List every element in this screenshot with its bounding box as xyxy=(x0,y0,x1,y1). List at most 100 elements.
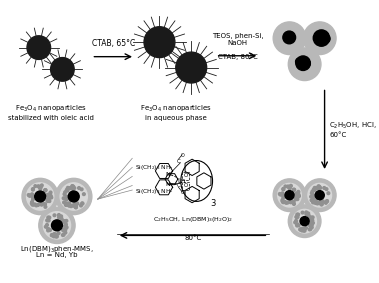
Circle shape xyxy=(320,202,323,205)
Circle shape xyxy=(296,56,310,70)
Circle shape xyxy=(52,235,55,238)
Circle shape xyxy=(319,200,322,203)
Circle shape xyxy=(289,185,291,188)
Circle shape xyxy=(58,214,60,216)
Circle shape xyxy=(309,217,312,219)
Text: CTAB, 80°C: CTAB, 80°C xyxy=(218,53,257,60)
Circle shape xyxy=(75,205,77,207)
Circle shape xyxy=(308,228,311,231)
Circle shape xyxy=(273,179,306,211)
Circle shape xyxy=(285,201,288,204)
Circle shape xyxy=(295,216,298,218)
Circle shape xyxy=(313,186,316,189)
Circle shape xyxy=(83,193,85,196)
Circle shape xyxy=(74,204,77,207)
Circle shape xyxy=(293,189,295,191)
Circle shape xyxy=(47,229,50,232)
Circle shape xyxy=(320,202,323,204)
Circle shape xyxy=(62,228,65,231)
Text: Ln = Nd, Yb: Ln = Nd, Yb xyxy=(36,252,78,258)
Circle shape xyxy=(288,187,291,190)
Circle shape xyxy=(31,195,34,198)
Circle shape xyxy=(62,233,65,236)
Circle shape xyxy=(22,178,58,215)
Circle shape xyxy=(318,185,321,188)
Circle shape xyxy=(55,235,57,238)
Bar xyxy=(182,182,190,190)
Circle shape xyxy=(282,196,285,199)
Circle shape xyxy=(67,204,70,207)
Circle shape xyxy=(289,34,295,40)
Circle shape xyxy=(296,213,299,216)
Circle shape xyxy=(323,186,326,189)
Circle shape xyxy=(64,225,67,228)
Text: Si(CH$_2$)$_3$ NH-: Si(CH$_2$)$_3$ NH- xyxy=(135,187,173,196)
Circle shape xyxy=(311,221,313,224)
Circle shape xyxy=(47,228,50,230)
Circle shape xyxy=(310,220,313,223)
Circle shape xyxy=(296,193,299,196)
Circle shape xyxy=(39,187,42,190)
Circle shape xyxy=(68,187,70,189)
Circle shape xyxy=(296,195,299,198)
Circle shape xyxy=(44,203,46,205)
Text: O: O xyxy=(184,183,188,188)
Circle shape xyxy=(37,185,40,188)
Circle shape xyxy=(46,200,49,202)
Circle shape xyxy=(47,216,50,219)
Circle shape xyxy=(60,183,87,210)
Circle shape xyxy=(65,226,68,229)
Circle shape xyxy=(46,219,49,222)
Circle shape xyxy=(56,178,92,215)
Circle shape xyxy=(45,224,49,226)
Circle shape xyxy=(312,196,315,199)
Circle shape xyxy=(69,187,71,190)
Circle shape xyxy=(282,201,285,203)
Circle shape xyxy=(63,193,66,196)
Circle shape xyxy=(294,192,298,195)
Circle shape xyxy=(326,200,329,203)
Circle shape xyxy=(290,185,292,187)
Circle shape xyxy=(317,185,320,188)
Circle shape xyxy=(273,22,306,55)
Circle shape xyxy=(57,232,60,235)
Circle shape xyxy=(302,229,305,232)
Text: O: O xyxy=(184,173,188,179)
Circle shape xyxy=(74,204,76,207)
Circle shape xyxy=(65,220,68,222)
Circle shape xyxy=(281,199,284,201)
Text: TEOS, phen-Si,
NaOH: TEOS, phen-Si, NaOH xyxy=(212,33,263,46)
Circle shape xyxy=(292,200,295,203)
Circle shape xyxy=(313,30,330,46)
Circle shape xyxy=(296,216,299,218)
Circle shape xyxy=(30,202,33,205)
Circle shape xyxy=(38,186,41,189)
Circle shape xyxy=(284,185,287,188)
Circle shape xyxy=(300,217,309,226)
Circle shape xyxy=(315,200,317,202)
Circle shape xyxy=(309,228,312,230)
Circle shape xyxy=(44,225,47,228)
Circle shape xyxy=(66,188,68,191)
Circle shape xyxy=(50,57,74,81)
Circle shape xyxy=(28,194,31,197)
Circle shape xyxy=(304,22,336,55)
Circle shape xyxy=(63,220,66,222)
Circle shape xyxy=(310,224,313,226)
Circle shape xyxy=(31,188,34,190)
Circle shape xyxy=(48,216,51,219)
Circle shape xyxy=(46,194,49,196)
Circle shape xyxy=(305,211,308,214)
Circle shape xyxy=(312,196,315,199)
Circle shape xyxy=(64,231,67,234)
Circle shape xyxy=(314,201,316,204)
Circle shape xyxy=(68,202,70,205)
Circle shape xyxy=(282,188,285,190)
Circle shape xyxy=(35,191,45,202)
Circle shape xyxy=(52,220,63,231)
Circle shape xyxy=(144,27,175,57)
Circle shape xyxy=(76,202,79,205)
Circle shape xyxy=(291,200,293,203)
Circle shape xyxy=(32,198,34,200)
Text: C: C xyxy=(177,158,180,164)
